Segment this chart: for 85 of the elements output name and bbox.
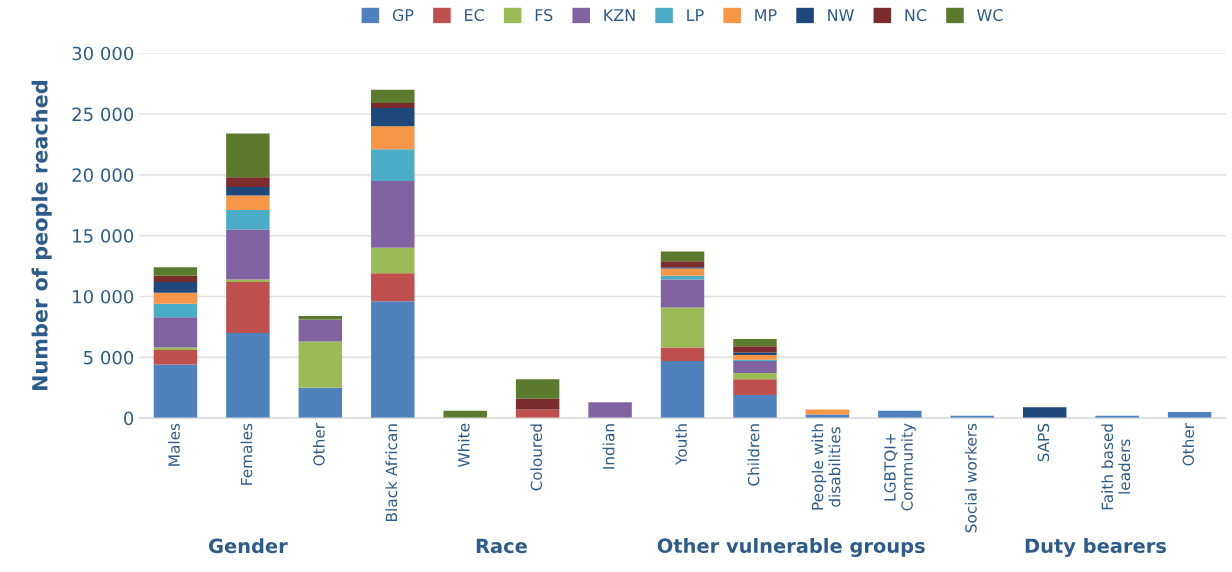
bar (733, 354, 777, 360)
bar (298, 341, 343, 388)
y-tick-label: 25 000 (72, 107, 134, 122)
x-tick-label: Other (1182, 422, 1195, 466)
y-tick-label: 30 000 (72, 46, 134, 61)
bar (226, 195, 270, 211)
bar (153, 281, 198, 293)
bar (298, 319, 343, 342)
bar (226, 229, 270, 280)
y-axis-title: Number of people reached (31, 81, 52, 391)
bar (371, 107, 415, 127)
bar (226, 133, 270, 178)
text: Race (476, 538, 527, 554)
text: Gender (209, 538, 288, 554)
legend-label: NC (905, 9, 927, 22)
bar (226, 332, 270, 419)
bar (660, 261, 705, 268)
bar (371, 273, 415, 302)
bar (733, 339, 777, 347)
bar (660, 347, 705, 361)
x-tick-label: LGBTQI+ Community (884, 423, 916, 511)
bar (515, 398, 560, 410)
y-tick-label: 5 000 (84, 350, 134, 365)
x-tick-label: People with disabilities (811, 424, 841, 510)
bar (371, 247, 415, 274)
bar (588, 402, 632, 419)
bar (298, 387, 343, 419)
text: Other vulnerable groups (657, 538, 925, 557)
bar (733, 360, 777, 374)
bar (371, 180, 415, 248)
x-tick-label: Other (312, 422, 325, 466)
legend-label: WC (977, 9, 1003, 22)
bar (371, 301, 415, 419)
x-tick-label: Females (240, 423, 253, 485)
y-tick-label: 10 000 (73, 289, 134, 304)
bar (660, 360, 705, 419)
bar (226, 187, 270, 196)
bar (371, 103, 415, 108)
bar (733, 346, 777, 353)
bar (371, 89, 415, 104)
bar (733, 373, 777, 380)
bar (153, 275, 198, 282)
x-tick-label: SAPS (1037, 423, 1050, 462)
x-tick-label: Faith based leaders (1101, 424, 1131, 510)
x-tick-label: Youth (675, 424, 687, 466)
y-tick-label: 15 000 (73, 229, 134, 243)
bar (733, 352, 777, 355)
bar (226, 210, 270, 230)
x-tick-label: Coloured (530, 424, 543, 491)
x-tick-label: Males (168, 423, 180, 466)
legend-label: KZN (604, 9, 635, 21)
bar (660, 268, 705, 276)
bar (298, 315, 343, 320)
bar (226, 281, 270, 333)
bar (660, 279, 705, 308)
bar (515, 379, 560, 399)
bar (226, 177, 270, 188)
legend-label: GP (392, 9, 414, 22)
bar (153, 350, 198, 365)
bar (733, 379, 777, 396)
x-tick-label: Children (747, 424, 760, 486)
bar (371, 126, 415, 150)
y-tick-label: 0 (124, 411, 134, 426)
bar (153, 317, 198, 348)
bar (153, 292, 198, 304)
y-tick-label: 20 000 (72, 168, 134, 182)
x-tick-label: Indian (602, 424, 615, 469)
x-tick-label: Social workers (964, 423, 977, 533)
legend-label: FS (535, 9, 553, 22)
legend-label: MP (755, 9, 777, 21)
bar (1023, 407, 1067, 419)
bar (660, 251, 705, 262)
legend-label: EC (465, 9, 484, 22)
legend-label: LP (687, 9, 704, 21)
bar (153, 364, 198, 419)
bar (226, 279, 270, 282)
legend-label: NW (828, 9, 854, 21)
bar (733, 395, 777, 419)
bar (153, 303, 198, 318)
text: Duty bearers (1025, 538, 1166, 557)
x-tick-label: Black African (385, 424, 398, 521)
bar (660, 307, 705, 348)
bar (371, 149, 415, 181)
x-tick-label: White (457, 423, 470, 467)
bar (153, 267, 198, 276)
